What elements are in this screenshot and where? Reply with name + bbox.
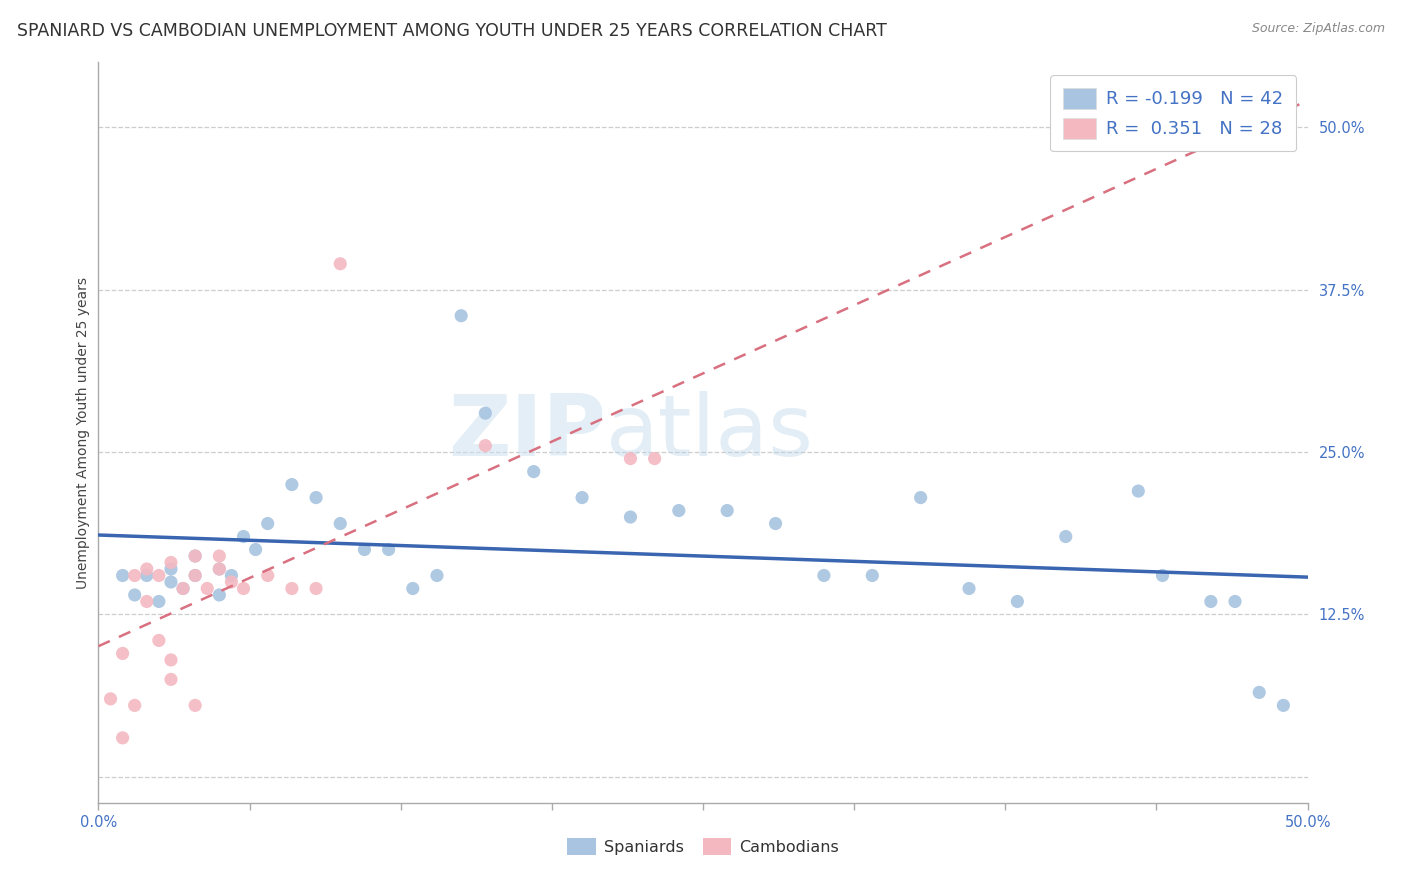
Point	[305, 582, 328, 596]
Point	[148, 633, 170, 648]
Point	[1054, 529, 1077, 543]
Point	[813, 568, 835, 582]
Point	[281, 477, 304, 491]
Point	[172, 582, 194, 596]
Point	[124, 588, 146, 602]
Point	[111, 731, 134, 745]
Point	[135, 562, 157, 576]
Point	[256, 516, 278, 531]
Legend: Spaniards, Cambodians: Spaniards, Cambodians	[561, 831, 845, 862]
Point	[860, 568, 883, 582]
Point	[1272, 698, 1295, 713]
Point	[208, 549, 231, 563]
Point	[256, 568, 278, 582]
Point	[957, 582, 980, 596]
Point	[668, 503, 690, 517]
Point	[124, 698, 146, 713]
Point	[571, 491, 593, 505]
Text: Source: ZipAtlas.com: Source: ZipAtlas.com	[1251, 22, 1385, 36]
Point	[353, 542, 375, 557]
Point	[184, 568, 207, 582]
Point	[474, 406, 496, 420]
Text: atlas: atlas	[606, 391, 814, 475]
Point	[1199, 594, 1222, 608]
Point	[232, 582, 254, 596]
Point	[1249, 685, 1271, 699]
Point	[281, 582, 304, 596]
Point	[184, 698, 207, 713]
Point	[765, 516, 787, 531]
Point	[232, 529, 254, 543]
Text: SPANIARD VS CAMBODIAN UNEMPLOYMENT AMONG YOUTH UNDER 25 YEARS CORRELATION CHART: SPANIARD VS CAMBODIAN UNEMPLOYMENT AMONG…	[17, 22, 887, 40]
Point	[172, 582, 194, 596]
Point	[135, 568, 157, 582]
Point	[221, 574, 243, 589]
Point	[148, 594, 170, 608]
Point	[160, 673, 183, 687]
Point	[329, 257, 352, 271]
Point	[245, 542, 267, 557]
Point	[184, 549, 207, 563]
Point	[619, 510, 641, 524]
Point	[135, 594, 157, 608]
Point	[644, 451, 666, 466]
Point	[221, 568, 243, 582]
Point	[377, 542, 399, 557]
Point	[910, 491, 932, 505]
Point	[111, 647, 134, 661]
Point	[474, 439, 496, 453]
Point	[426, 568, 449, 582]
Point	[160, 556, 183, 570]
Point	[111, 568, 134, 582]
Point	[1128, 484, 1150, 499]
Point	[1007, 594, 1029, 608]
Point	[184, 549, 207, 563]
Point	[523, 465, 546, 479]
Point	[160, 653, 183, 667]
Text: ZIP: ZIP	[449, 391, 606, 475]
Point	[329, 516, 352, 531]
Point	[402, 582, 425, 596]
Point	[305, 491, 328, 505]
Point	[1152, 568, 1174, 582]
Point	[184, 568, 207, 582]
Point	[1223, 594, 1246, 608]
Point	[208, 588, 231, 602]
Point	[208, 562, 231, 576]
Point	[124, 568, 146, 582]
Point	[450, 309, 472, 323]
Point	[195, 582, 218, 596]
Point	[160, 574, 183, 589]
Point	[208, 562, 231, 576]
Point	[148, 568, 170, 582]
Y-axis label: Unemployment Among Youth under 25 years: Unemployment Among Youth under 25 years	[76, 277, 90, 589]
Point	[716, 503, 738, 517]
Point	[619, 451, 641, 466]
Point	[160, 562, 183, 576]
Point	[100, 692, 122, 706]
